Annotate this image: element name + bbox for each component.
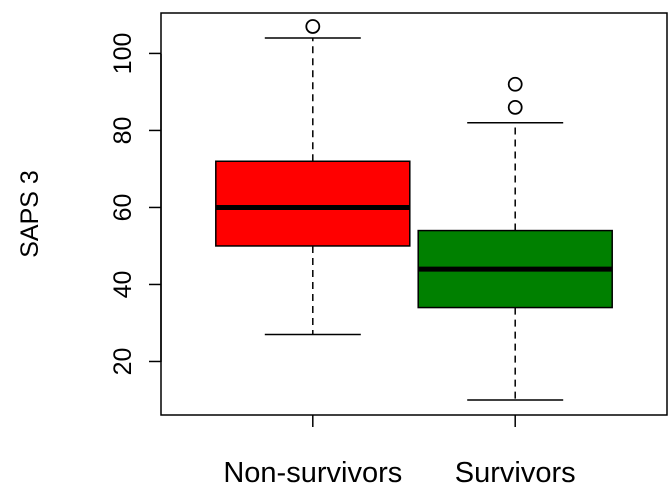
x-axis-ticks: Non-survivors Survivors bbox=[223, 415, 576, 487]
x-tick-label: Non-survivors bbox=[223, 457, 402, 487]
y-tick-label: 20 bbox=[109, 348, 137, 376]
boxes-group bbox=[215, 19, 613, 401]
outlier-point bbox=[507, 99, 523, 115]
box-non-survivors bbox=[215, 19, 411, 336]
y-tick-label: 100 bbox=[109, 33, 137, 75]
y-tick-label: 80 bbox=[109, 117, 137, 145]
box-survivors bbox=[417, 76, 613, 401]
outlier-point bbox=[507, 76, 523, 92]
y-axis-ticks: 20 40 60 80 100 bbox=[109, 33, 161, 376]
y-axis-label: SAPS 3 bbox=[16, 170, 44, 258]
iqr-box bbox=[215, 160, 411, 247]
x-tick-label: Survivors bbox=[455, 457, 576, 487]
outlier-point bbox=[305, 19, 321, 34]
y-tick-label: 60 bbox=[109, 194, 137, 222]
y-tick-label: 40 bbox=[109, 271, 137, 299]
